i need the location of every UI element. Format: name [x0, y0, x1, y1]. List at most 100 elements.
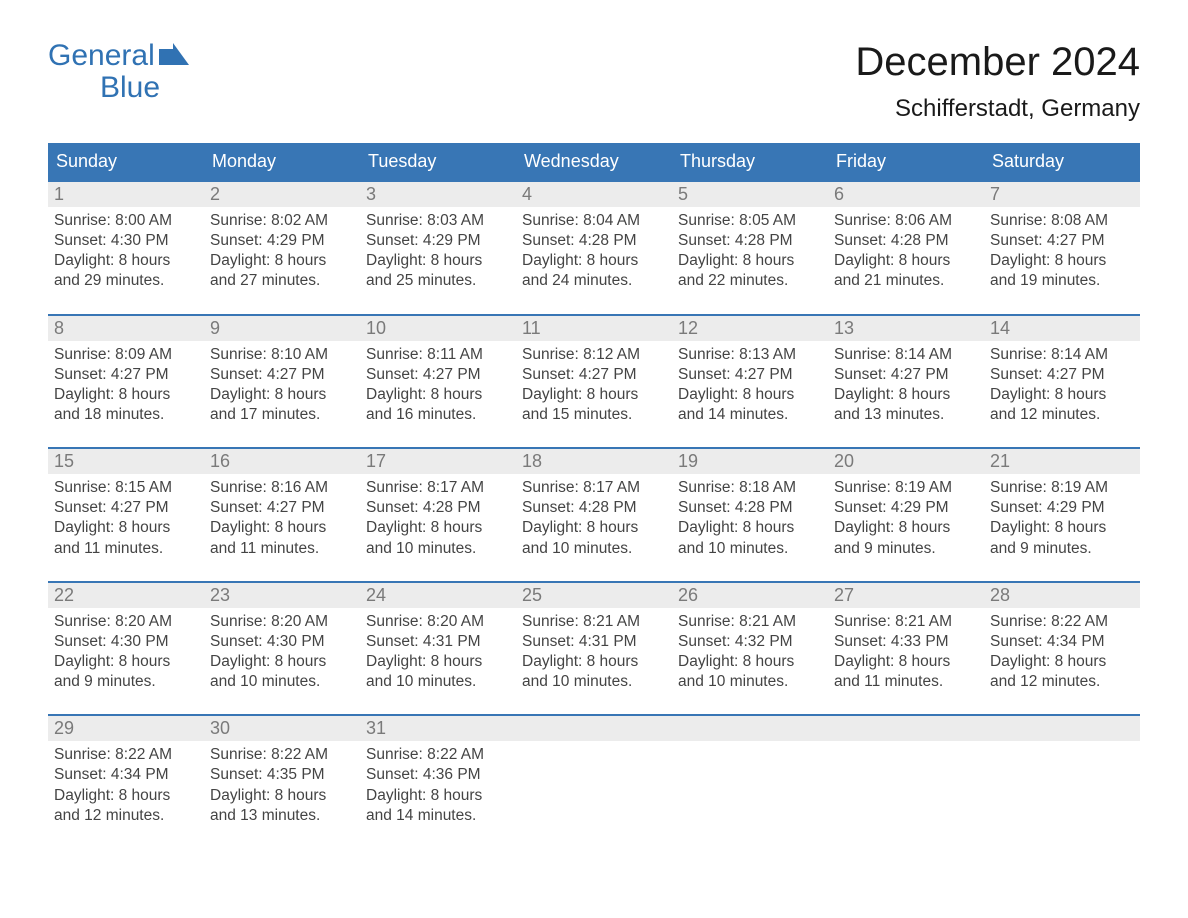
day-body: Sunrise: 8:10 AMSunset: 4:27 PMDaylight:… [204, 341, 360, 430]
logo-word1: General [48, 40, 155, 72]
day-number: 11 [516, 316, 672, 341]
sunrise-text: Sunrise: 8:14 AM [990, 345, 1134, 365]
day-cell: 19Sunrise: 8:18 AMSunset: 4:28 PMDayligh… [672, 449, 828, 563]
sunrise-text: Sunrise: 8:21 AM [678, 612, 822, 632]
daylight-line2: and 10 minutes. [366, 539, 510, 559]
day-cell: 5Sunrise: 8:05 AMSunset: 4:28 PMDaylight… [672, 182, 828, 296]
day-body: Sunrise: 8:03 AMSunset: 4:29 PMDaylight:… [360, 207, 516, 296]
daylight-line1: Daylight: 8 hours [210, 518, 354, 538]
day-body: Sunrise: 8:02 AMSunset: 4:29 PMDaylight:… [204, 207, 360, 296]
day-cell: 29Sunrise: 8:22 AMSunset: 4:34 PMDayligh… [48, 716, 204, 830]
sunrise-text: Sunrise: 8:22 AM [366, 745, 510, 765]
day-cell: 24Sunrise: 8:20 AMSunset: 4:31 PMDayligh… [360, 583, 516, 697]
daylight-line2: and 9 minutes. [834, 539, 978, 559]
daylight-line1: Daylight: 8 hours [834, 518, 978, 538]
day-cell: 8Sunrise: 8:09 AMSunset: 4:27 PMDaylight… [48, 316, 204, 430]
sunset-text: Sunset: 4:27 PM [990, 231, 1134, 251]
day-body: Sunrise: 8:17 AMSunset: 4:28 PMDaylight:… [360, 474, 516, 563]
day-number: 23 [204, 583, 360, 608]
day-number: 9 [204, 316, 360, 341]
daylight-line1: Daylight: 8 hours [678, 652, 822, 672]
logo: General Blue [48, 40, 189, 103]
day-body: Sunrise: 8:19 AMSunset: 4:29 PMDaylight:… [984, 474, 1140, 563]
daylight-line1: Daylight: 8 hours [366, 385, 510, 405]
daylight-line2: and 12 minutes. [990, 405, 1134, 425]
day-number: 25 [516, 583, 672, 608]
daylight-line2: and 18 minutes. [54, 405, 198, 425]
day-body: Sunrise: 8:16 AMSunset: 4:27 PMDaylight:… [204, 474, 360, 563]
daylight-line1: Daylight: 8 hours [990, 652, 1134, 672]
day-body: Sunrise: 8:20 AMSunset: 4:30 PMDaylight:… [48, 608, 204, 697]
sunset-text: Sunset: 4:30 PM [210, 632, 354, 652]
sunrise-text: Sunrise: 8:18 AM [678, 478, 822, 498]
daylight-line1: Daylight: 8 hours [990, 251, 1134, 271]
day-number: 6 [828, 182, 984, 207]
day-cell: 13Sunrise: 8:14 AMSunset: 4:27 PMDayligh… [828, 316, 984, 430]
day-number: 5 [672, 182, 828, 207]
sunset-text: Sunset: 4:27 PM [834, 365, 978, 385]
daylight-line1: Daylight: 8 hours [834, 652, 978, 672]
week-row: 29Sunrise: 8:22 AMSunset: 4:34 PMDayligh… [48, 714, 1140, 830]
sunset-text: Sunset: 4:29 PM [366, 231, 510, 251]
daylight-line2: and 10 minutes. [522, 539, 666, 559]
sunrise-text: Sunrise: 8:00 AM [54, 211, 198, 231]
daylight-line2: and 10 minutes. [210, 672, 354, 692]
day-cell: 22Sunrise: 8:20 AMSunset: 4:30 PMDayligh… [48, 583, 204, 697]
day-cell: 31Sunrise: 8:22 AMSunset: 4:36 PMDayligh… [360, 716, 516, 830]
daylight-line2: and 9 minutes. [990, 539, 1134, 559]
day-number: 3 [360, 182, 516, 207]
day-body: Sunrise: 8:12 AMSunset: 4:27 PMDaylight:… [516, 341, 672, 430]
daylight-line2: and 25 minutes. [366, 271, 510, 291]
day-number-empty [516, 716, 672, 741]
sunrise-text: Sunrise: 8:22 AM [54, 745, 198, 765]
daylight-line1: Daylight: 8 hours [834, 385, 978, 405]
weeks-container: 1Sunrise: 8:00 AMSunset: 4:30 PMDaylight… [48, 180, 1140, 830]
daylight-line2: and 13 minutes. [210, 806, 354, 826]
daylight-line1: Daylight: 8 hours [522, 518, 666, 538]
day-body: Sunrise: 8:05 AMSunset: 4:28 PMDaylight:… [672, 207, 828, 296]
day-body: Sunrise: 8:09 AMSunset: 4:27 PMDaylight:… [48, 341, 204, 430]
day-body: Sunrise: 8:19 AMSunset: 4:29 PMDaylight:… [828, 474, 984, 563]
day-cell: 11Sunrise: 8:12 AMSunset: 4:27 PMDayligh… [516, 316, 672, 430]
col-friday: Friday [828, 143, 984, 180]
col-sunday: Sunday [48, 143, 204, 180]
sunset-text: Sunset: 4:29 PM [834, 498, 978, 518]
day-number: 8 [48, 316, 204, 341]
day-body: Sunrise: 8:14 AMSunset: 4:27 PMDaylight:… [828, 341, 984, 430]
daylight-line2: and 22 minutes. [678, 271, 822, 291]
day-cell: 21Sunrise: 8:19 AMSunset: 4:29 PMDayligh… [984, 449, 1140, 563]
sunrise-text: Sunrise: 8:20 AM [54, 612, 198, 632]
sunrise-text: Sunrise: 8:06 AM [834, 211, 978, 231]
day-number: 12 [672, 316, 828, 341]
daylight-line1: Daylight: 8 hours [678, 518, 822, 538]
sunrise-text: Sunrise: 8:19 AM [834, 478, 978, 498]
sunset-text: Sunset: 4:31 PM [522, 632, 666, 652]
daylight-line2: and 10 minutes. [678, 539, 822, 559]
sunset-text: Sunset: 4:28 PM [522, 231, 666, 251]
day-cell: 1Sunrise: 8:00 AMSunset: 4:30 PMDaylight… [48, 182, 204, 296]
header: General Blue December 2024 Schifferstadt… [48, 40, 1140, 123]
day-number: 30 [204, 716, 360, 741]
sunset-text: Sunset: 4:32 PM [678, 632, 822, 652]
day-number: 18 [516, 449, 672, 474]
daylight-line2: and 16 minutes. [366, 405, 510, 425]
sunrise-text: Sunrise: 8:10 AM [210, 345, 354, 365]
daylight-line1: Daylight: 8 hours [54, 251, 198, 271]
sunrise-text: Sunrise: 8:02 AM [210, 211, 354, 231]
sunrise-text: Sunrise: 8:12 AM [522, 345, 666, 365]
day-cell: 4Sunrise: 8:04 AMSunset: 4:28 PMDaylight… [516, 182, 672, 296]
sunrise-text: Sunrise: 8:19 AM [990, 478, 1134, 498]
day-body: Sunrise: 8:22 AMSunset: 4:34 PMDaylight:… [984, 608, 1140, 697]
sunset-text: Sunset: 4:27 PM [522, 365, 666, 385]
sunrise-text: Sunrise: 8:09 AM [54, 345, 198, 365]
daylight-line1: Daylight: 8 hours [366, 786, 510, 806]
day-cell: 12Sunrise: 8:13 AMSunset: 4:27 PMDayligh… [672, 316, 828, 430]
day-cell: 26Sunrise: 8:21 AMSunset: 4:32 PMDayligh… [672, 583, 828, 697]
day-body: Sunrise: 8:22 AMSunset: 4:34 PMDaylight:… [48, 741, 204, 830]
day-number: 16 [204, 449, 360, 474]
day-cell: 2Sunrise: 8:02 AMSunset: 4:29 PMDaylight… [204, 182, 360, 296]
sunrise-text: Sunrise: 8:15 AM [54, 478, 198, 498]
sunrise-text: Sunrise: 8:21 AM [834, 612, 978, 632]
daylight-line1: Daylight: 8 hours [54, 518, 198, 538]
day-body: Sunrise: 8:21 AMSunset: 4:31 PMDaylight:… [516, 608, 672, 697]
